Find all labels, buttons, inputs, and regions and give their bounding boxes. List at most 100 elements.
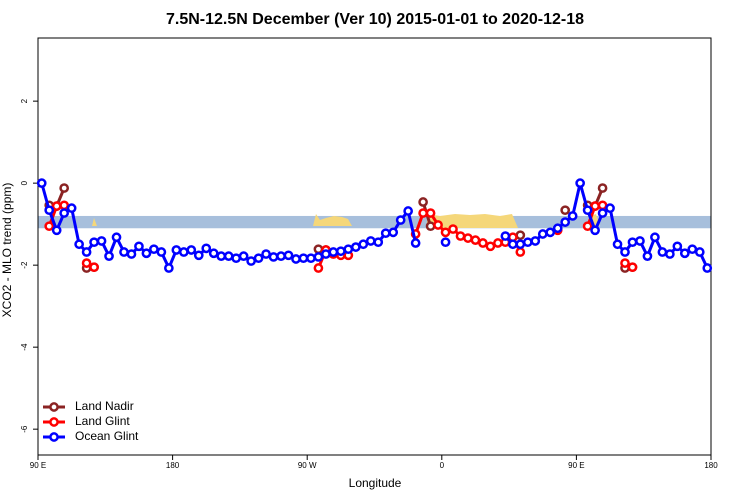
legend-marker	[49, 417, 59, 427]
data-point	[126, 249, 137, 259]
legend-label: Land Glint	[75, 414, 130, 428]
data-point	[89, 262, 99, 273]
data-point	[507, 239, 518, 250]
data-point	[306, 253, 316, 264]
data-point	[478, 238, 488, 248]
data-point	[231, 253, 242, 264]
data-point	[620, 258, 630, 268]
x-tick-label: 90 E	[568, 461, 584, 470]
data-point	[253, 253, 264, 264]
data-point	[627, 262, 638, 273]
data-point	[620, 247, 630, 257]
data-point	[515, 247, 526, 257]
data-point	[380, 228, 391, 239]
data-point	[672, 241, 683, 252]
data-point	[515, 239, 526, 250]
data-point	[178, 247, 189, 257]
legend-marker	[49, 432, 59, 442]
data-point	[418, 197, 428, 207]
data-point	[268, 252, 279, 262]
data-point	[702, 263, 713, 273]
y-tick-label: -4	[20, 343, 29, 351]
y-axis-label: XCO2 - MLO trend (ppm)	[0, 183, 14, 318]
data-point	[388, 227, 399, 238]
data-point	[395, 215, 406, 225]
y-tick-label: -6	[20, 425, 29, 433]
data-point	[635, 236, 645, 246]
data-point	[560, 205, 571, 216]
data-point	[261, 249, 271, 259]
data-point	[440, 227, 451, 238]
data-point	[276, 251, 286, 261]
data-point	[418, 208, 428, 218]
data-point	[156, 247, 167, 257]
data-point	[493, 238, 503, 248]
data-point	[545, 227, 556, 238]
data-point	[485, 241, 496, 252]
data-point	[321, 249, 331, 259]
data-point	[530, 236, 541, 246]
data-point	[552, 223, 563, 234]
y-tick-label: 0	[20, 180, 29, 185]
data-point	[59, 208, 70, 218]
data-point	[81, 247, 92, 257]
legend-label: Ocean Glint	[75, 429, 139, 443]
data-point	[298, 253, 309, 264]
data-point	[597, 183, 608, 193]
y-tick-label: -2	[20, 261, 29, 269]
data-point	[51, 201, 62, 211]
data-point	[657, 247, 668, 257]
data-point	[59, 200, 70, 211]
x-tick-label: 0	[440, 461, 445, 470]
data-point	[358, 239, 369, 250]
data-point	[612, 239, 623, 250]
data-point	[575, 178, 585, 189]
data-point	[605, 203, 615, 214]
data-point	[291, 254, 301, 264]
data-point	[111, 232, 122, 243]
data-point	[410, 238, 421, 248]
data-point	[246, 256, 256, 266]
data-point	[687, 244, 698, 255]
data-point	[104, 251, 114, 261]
plot-frame	[37, 37, 712, 456]
data-point	[51, 225, 62, 236]
data-point	[336, 246, 346, 257]
data-point	[81, 258, 92, 268]
data-point	[283, 250, 294, 261]
data-point	[208, 248, 219, 259]
data-point	[567, 211, 578, 221]
data-point	[223, 251, 234, 261]
data-point	[470, 235, 481, 245]
data-point	[425, 221, 436, 232]
data-point	[313, 263, 324, 273]
data-point	[149, 244, 159, 255]
data-point	[365, 236, 376, 246]
data-point	[66, 203, 77, 214]
data-point	[96, 236, 107, 246]
data-point	[36, 178, 47, 189]
data-point	[328, 247, 339, 257]
data-point	[373, 237, 384, 248]
reference-band	[38, 215, 711, 229]
data-point	[522, 237, 533, 248]
land-patch	[313, 214, 352, 226]
data-point	[44, 205, 55, 216]
data-point	[403, 206, 413, 216]
band-layer	[38, 215, 711, 229]
data-point	[679, 248, 690, 259]
data-point	[119, 247, 129, 257]
data-point	[582, 221, 593, 232]
data-point	[590, 201, 600, 211]
data-point	[313, 252, 324, 262]
data-point	[597, 200, 608, 211]
data-point	[141, 248, 152, 259]
data-point	[313, 244, 324, 255]
data-point	[216, 251, 227, 261]
data-point	[448, 224, 458, 234]
y-tick-label: 2	[20, 98, 29, 103]
data-point	[134, 241, 144, 252]
chart-title: 7.5N-12.5N December (Ver 10) 2015-01-01 …	[166, 11, 584, 28]
data-point	[433, 220, 443, 230]
